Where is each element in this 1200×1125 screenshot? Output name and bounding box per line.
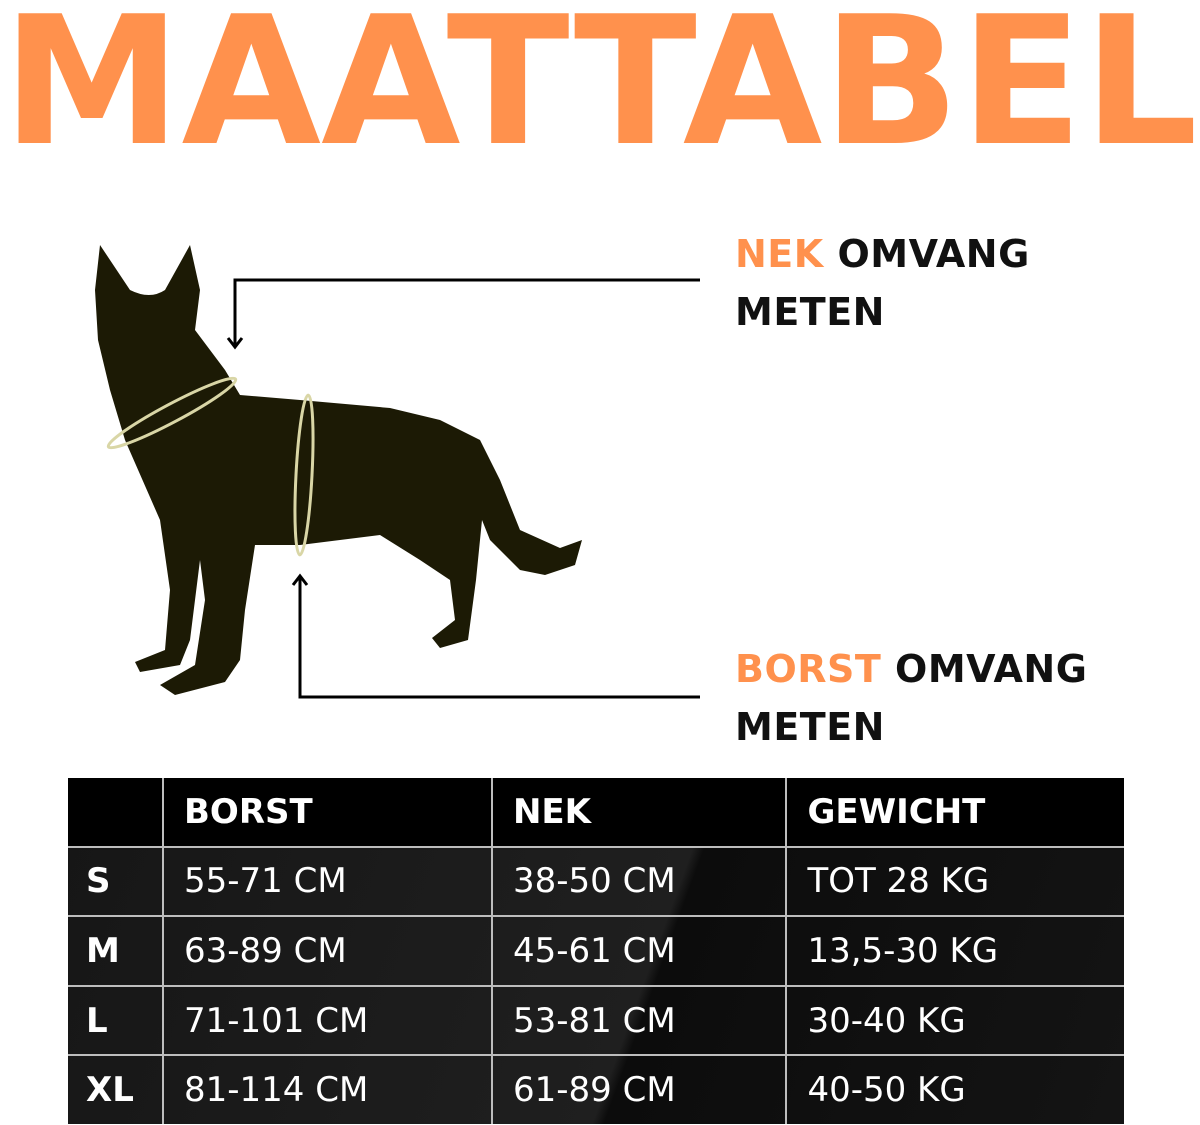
size-cell: XL xyxy=(68,1054,164,1124)
neck-label-line2: METEN xyxy=(735,290,885,334)
nek-cell: 61-89 CM xyxy=(490,1054,788,1124)
header-nek: NEK xyxy=(490,778,788,848)
page-title: MAATTABEL xyxy=(2,0,1198,160)
table-header-row: BORST NEK GEWICHT xyxy=(68,778,1124,848)
gewicht-cell: TOT 28 KG xyxy=(785,845,1124,918)
chest-ring xyxy=(293,393,315,557)
table-row: M 63-89 CM 45-61 CM 13,5-30 KG xyxy=(68,915,1124,987)
header-gewicht: GEWICHT xyxy=(785,778,1124,848)
borst-cell: 71-101 CM xyxy=(162,984,493,1057)
title-banner: MAATTABEL xyxy=(2,0,1198,160)
header-size xyxy=(68,778,164,848)
neck-arrow xyxy=(233,278,700,347)
size-cell: M xyxy=(68,915,164,987)
size-cell: L xyxy=(68,984,164,1057)
chest-label-rest: OMVANG xyxy=(881,647,1088,691)
nek-cell: 45-61 CM xyxy=(490,915,788,987)
dog-measurement-illustration xyxy=(95,245,700,699)
chest-arrowhead-icon xyxy=(291,573,309,586)
gewicht-cell: 40-50 KG xyxy=(785,1054,1124,1124)
table-row: XL 81-114 CM 61-89 CM 40-50 KG xyxy=(68,1054,1124,1124)
borst-cell: 63-89 CM xyxy=(162,915,493,987)
nek-cell: 53-81 CM xyxy=(490,984,788,1057)
neck-label-rest: OMVANG xyxy=(823,232,1030,276)
neck-arrowhead-icon xyxy=(226,337,244,350)
nek-cell: 38-50 CM xyxy=(490,845,788,918)
chest-label-accent: BORST xyxy=(735,647,882,691)
neck-ring xyxy=(106,376,238,450)
table-row: S 55-71 CM 38-50 CM TOT 28 KG xyxy=(68,845,1124,918)
chest-label-line2: METEN xyxy=(735,705,885,749)
gewicht-cell: 30-40 KG xyxy=(785,984,1124,1057)
size-table: BORST NEK GEWICHT S 55-71 CM 38-50 CM TO… xyxy=(68,778,1124,1124)
borst-cell: 55-71 CM xyxy=(162,845,493,918)
header-borst: BORST xyxy=(162,778,493,848)
table-row: L 71-101 CM 53-81 CM 30-40 KG xyxy=(68,984,1124,1057)
borst-cell: 81-114 CM xyxy=(162,1054,493,1124)
chest-label: BORST OMVANG METEN xyxy=(735,640,1087,756)
neck-label-accent: NEK xyxy=(735,232,824,276)
neck-label: NEK OMVANG METEN xyxy=(735,225,1030,341)
gewicht-cell: 13,5-30 KG xyxy=(785,915,1124,987)
size-cell: S xyxy=(68,845,164,918)
dog-silhouette xyxy=(95,245,582,695)
chest-arrow xyxy=(298,576,700,699)
